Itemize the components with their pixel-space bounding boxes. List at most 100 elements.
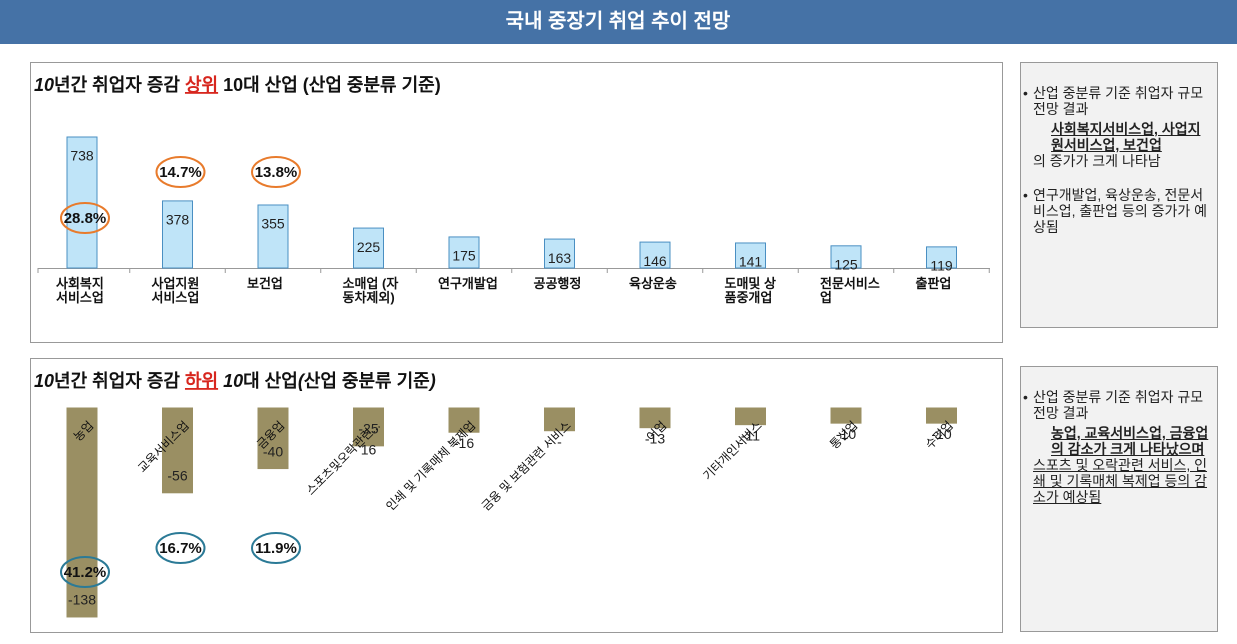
bar — [926, 246, 957, 269]
title-part: 년간 취업자 증감 — [54, 75, 185, 95]
note-text: 스포츠 및 오락관련 서비스, 인쇄 및 기록매체 복제업 등의 감소가 예상됨 — [1033, 457, 1208, 505]
share-circle — [155, 532, 206, 564]
bar — [162, 200, 193, 269]
title-part: 산업 중분류 기준 — [304, 371, 430, 391]
share-label: 14.7% — [159, 164, 202, 181]
chart-title: 10년간 취업자 증감 상위 10대 산업 (산업 중분류 기준) — [34, 75, 441, 95]
bar — [639, 407, 671, 429]
x-tick-label: 사회복지 서비스업 — [56, 277, 118, 305]
share-label: 16.7% — [159, 540, 202, 557]
bar — [448, 407, 480, 433]
header-title: 국내 중장기 취업 추이 전망 — [506, 9, 731, 32]
share-label: 13.8% — [255, 164, 298, 181]
x-tick-label: 연구개발업 — [438, 277, 500, 291]
share-circle — [60, 556, 110, 588]
note-text: 사회복지서비스업, 사업지원서비스업, 보건업 — [1051, 121, 1201, 153]
category: 전문서비스업 — [820, 276, 880, 305]
value-label: -56 — [167, 468, 187, 484]
value-label: - — [557, 433, 562, 449]
bar — [639, 241, 671, 269]
category: 도매및 상품중개업 — [724, 276, 776, 305]
x-tick-label: 소매업 (자동차제외) — [343, 277, 405, 305]
title-part: 10대 산업 (산업 중분류 기준) — [218, 75, 441, 95]
category: 사업지원 서비스업 — [151, 276, 200, 305]
value-label: 146 — [643, 253, 667, 269]
title-part: 년간 취업자 증감 — [54, 371, 185, 391]
title-part: 상위 — [185, 75, 218, 95]
share-circle — [251, 532, 301, 564]
title-part: 하위 — [185, 371, 218, 391]
share-label: 41.2% — [64, 564, 107, 581]
category: 보건업 — [247, 276, 283, 291]
value-label: -40 — [263, 443, 283, 459]
value-label: -16 — [454, 435, 474, 451]
value-label: -10 — [931, 426, 951, 442]
category: 사회복지 서비스업 — [56, 276, 104, 305]
note-text: 산업 중분류 기준 취업자 규모 전망 결과 — [1033, 389, 1204, 421]
x-tick-label: 출판업 — [916, 277, 978, 291]
title-part: ( — [298, 371, 306, 391]
value-label: 225 — [357, 239, 381, 255]
category: 소매업 (자동차제외) — [342, 276, 399, 305]
title-part: 10 — [218, 371, 243, 391]
panel — [30, 358, 1003, 633]
value-label: -25 — [358, 421, 378, 437]
category: 공공행정 — [533, 276, 582, 291]
note-text: 연구개발업, 육상운송, 전문서비스업, 출판업 등의 증가가 예상됨 — [1033, 187, 1208, 235]
bar — [830, 245, 862, 269]
bar — [926, 407, 957, 424]
x-tick-label: 전문서비스업 — [820, 277, 882, 305]
share-label: 28.8% — [64, 210, 107, 227]
value-label: 163 — [548, 250, 572, 266]
x-tick-label: 공공행정 — [534, 277, 596, 291]
category: 출판업 — [915, 276, 952, 291]
bar — [353, 227, 384, 269]
bar — [66, 407, 98, 618]
share-circle — [251, 156, 301, 188]
bar — [735, 407, 766, 426]
title-part: 대 산업 — [243, 371, 298, 391]
header-bar — [0, 0, 1237, 44]
x-tick-label: 도매및 상품중개업 — [725, 277, 787, 305]
x-tick-label: 사업지원 서비스업 — [152, 277, 214, 305]
bar — [353, 407, 384, 447]
bar — [544, 238, 575, 269]
value-label: -138 — [68, 592, 96, 608]
note-item: 연구개발업, 육상운송, 전문서비스업, 출판업 등의 증가가 예상됨 — [1023, 187, 1209, 235]
category: 연구개발업 — [438, 276, 498, 291]
bar — [735, 242, 766, 269]
value-label: 119 — [930, 258, 953, 274]
bar — [162, 407, 193, 494]
bar — [448, 236, 480, 269]
note-text: 산업 중분류 기준 취업자 규모 전망 결과 — [1033, 85, 1204, 117]
note-text: 농업, 교육서비스업, 금융업의 감소가 크게 나타났으며 — [1051, 425, 1209, 457]
value-label: -13 — [645, 430, 665, 446]
title-part: 10 — [34, 371, 54, 391]
category: 육상운송 — [629, 276, 677, 291]
value-label: 141 — [739, 254, 763, 270]
share-label: 11.9% — [255, 540, 297, 557]
bar — [257, 407, 289, 470]
title-part: 10 — [34, 75, 54, 95]
chart-title: 10년간 취업자 증감 하위 10대 산업(산업 중분류 기준) — [34, 371, 436, 391]
bar — [257, 204, 289, 269]
value-label: 738 — [70, 148, 94, 164]
bar — [830, 407, 862, 424]
value-label: 355 — [261, 216, 285, 232]
value-label: -10 — [836, 426, 856, 442]
note-text: 의 증가가 크게 나타남 — [1033, 153, 1161, 169]
share-circle — [60, 202, 110, 234]
annotation: 16 — [361, 442, 377, 458]
share-circle — [155, 156, 206, 188]
value-label: 175 — [452, 248, 476, 264]
value-label: 125 — [834, 257, 858, 273]
x-tick-label: 보건업 — [247, 277, 309, 291]
value-label: 378 — [166, 212, 190, 228]
title-part: ) — [428, 371, 436, 391]
x-tick-label: 육상운송 — [629, 277, 691, 291]
